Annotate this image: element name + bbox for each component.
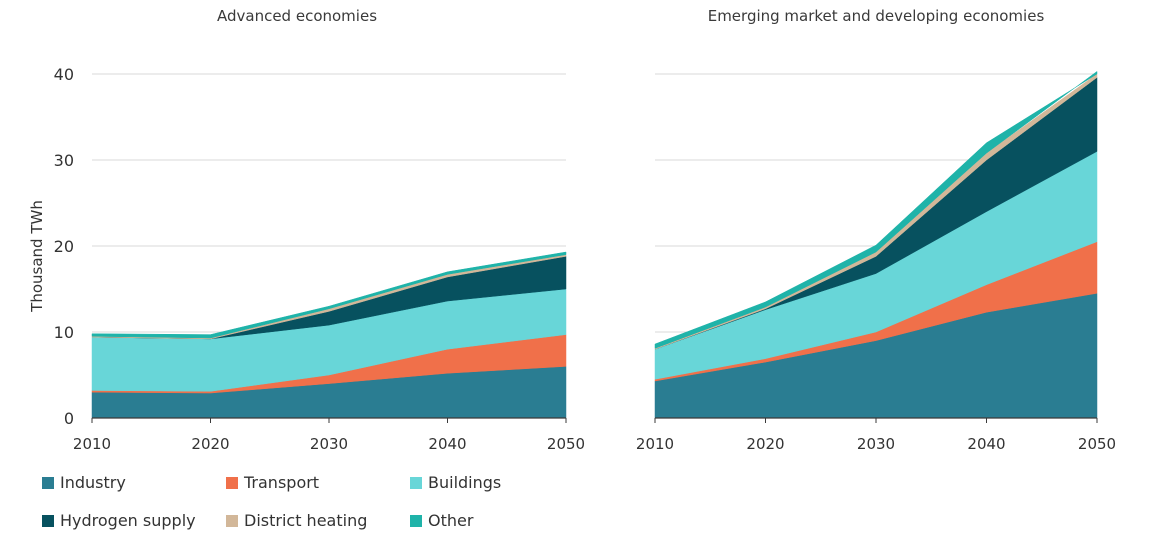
chart-title: Advanced economies	[217, 7, 377, 25]
legend-label-buildings: Buildings	[428, 473, 502, 492]
x-tick-label: 2050	[547, 435, 585, 453]
legend-label-hydrogen-supply: Hydrogen supply	[60, 511, 196, 530]
x-tick-label: 2040	[428, 435, 466, 453]
y-tick-label: 0	[64, 409, 74, 428]
area-other	[91, 251, 567, 339]
y-tick-label: 40	[54, 65, 74, 84]
legend-item-buildings: Buildings	[410, 473, 501, 492]
legend-swatch-buildings	[410, 476, 422, 489]
legend-label-industry: Industry	[60, 473, 126, 492]
legend-item-district-heating: District heating	[226, 511, 367, 530]
x-tick-label: 2010	[73, 435, 111, 453]
x-tick-label: 2010	[636, 435, 674, 453]
y-axis-label: Thousand TWh	[28, 200, 46, 313]
x-tick-label: 2050	[1078, 435, 1116, 453]
legend-swatch-industry	[42, 476, 54, 489]
legend-swatch-transport	[226, 476, 238, 489]
legend-label-transport: Transport	[244, 473, 320, 492]
x-tick-label: 2020	[191, 435, 229, 453]
legend: Industry Transport Buildings Hydrogen su…	[42, 470, 562, 540]
legend-swatch-other	[410, 514, 422, 527]
area-other	[654, 70, 1098, 349]
legend-label-district-heating: District heating	[244, 511, 368, 530]
legend-item-hydrogen-supply: Hydrogen supply	[42, 511, 196, 530]
x-tick-label: 2030	[857, 435, 895, 453]
panel-emerging-economies: Emerging market and developing economies…	[636, 7, 1116, 453]
legend-label-other: Other	[428, 511, 474, 530]
y-tick-label: 20	[54, 237, 74, 256]
chart-title: Emerging market and developing economies	[708, 7, 1045, 25]
legend-swatch-hydrogen-supply	[42, 514, 54, 527]
legend-item-industry: Industry	[42, 473, 126, 492]
y-tick-label: 30	[54, 151, 74, 170]
legend-swatch-district-heating	[226, 514, 238, 527]
x-tick-label: 2020	[746, 435, 784, 453]
x-tick-label: 2030	[310, 435, 348, 453]
y-tick-label: 10	[54, 323, 74, 342]
legend-item-other: Other	[410, 511, 473, 530]
x-tick-label: 2040	[967, 435, 1005, 453]
legend-item-transport: Transport	[226, 473, 319, 492]
